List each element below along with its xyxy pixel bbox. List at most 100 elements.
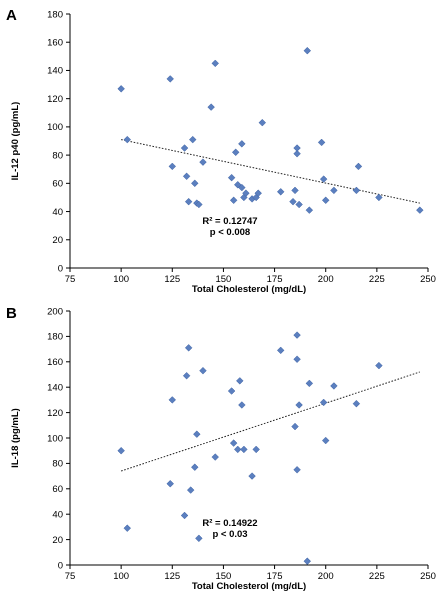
data-point: [319, 175, 328, 183]
y-tick-label: 120: [47, 408, 63, 419]
data-point: [295, 200, 303, 209]
y-tick-label: 180: [47, 9, 63, 20]
data-point: [354, 162, 363, 171]
data-point: [207, 103, 215, 111]
data-point: [293, 331, 301, 339]
data-point: [123, 524, 132, 532]
x-tick-label: 100: [113, 274, 129, 285]
data-point: [276, 188, 285, 196]
data-point: [305, 206, 314, 214]
data-point: [231, 148, 240, 157]
x-tick-label: 250: [420, 274, 436, 285]
data-point: [168, 162, 177, 171]
data-point: [293, 355, 301, 364]
data-point: [303, 46, 312, 55]
data-point: [195, 200, 203, 209]
r-squared-label: R² = 0.12747: [202, 216, 257, 227]
data-point: [195, 534, 203, 543]
data-point: [238, 401, 246, 409]
y-tick-label: 140: [47, 383, 63, 394]
data-point: [291, 186, 299, 195]
x-tick-label: 200: [318, 571, 334, 582]
x-tick-label: 200: [318, 274, 334, 285]
x-tick-label: 225: [369, 274, 385, 285]
data-point: [168, 396, 177, 404]
data-point: [276, 346, 285, 355]
data-point: [182, 372, 191, 380]
data-point: [184, 344, 193, 352]
panel-letter: A: [6, 7, 17, 24]
data-point: [319, 398, 328, 407]
y-axis-title: IL-12 p40 (pg/mL): [10, 102, 21, 181]
p-value-label: p < 0.03: [212, 529, 247, 540]
y-tick-label: 20: [52, 535, 63, 546]
data-point: [295, 401, 303, 409]
data-point: [166, 75, 174, 83]
data-point: [180, 144, 189, 152]
data-point: [184, 197, 193, 206]
x-axis-title: Total Cholesterol (mg/dL): [192, 284, 306, 295]
y-tick-label: 80: [52, 150, 63, 161]
x-tick-label: 225: [369, 571, 385, 582]
y-tick-label: 40: [52, 207, 63, 218]
data-point: [236, 377, 244, 385]
data-point: [303, 557, 312, 565]
data-point: [240, 445, 248, 454]
data-point: [199, 366, 207, 375]
data-point: [352, 186, 361, 195]
data-point: [248, 472, 256, 480]
data-point: [166, 479, 174, 488]
y-tick-label: 0: [58, 263, 63, 274]
y-tick-label: 0: [58, 560, 63, 571]
data-point: [229, 196, 238, 205]
x-tick-label: 175: [267, 571, 283, 582]
x-tick-label: 75: [65, 274, 76, 285]
y-tick-label: 180: [47, 332, 63, 343]
data-point: [233, 180, 242, 189]
y-tick-label: 160: [47, 38, 63, 49]
data-point: [191, 179, 199, 188]
data-point: [254, 189, 262, 197]
data-point: [321, 196, 330, 205]
x-axis-title: Total Cholesterol (mg/dL): [192, 581, 306, 592]
y-tick-label: 200: [47, 306, 63, 317]
data-point: [199, 158, 207, 166]
data-point: [330, 382, 338, 390]
data-point: [123, 135, 132, 144]
y-tick-label: 60: [52, 179, 63, 190]
x-tick-label: 100: [113, 571, 129, 582]
data-point: [180, 511, 189, 520]
data-point: [238, 140, 246, 148]
data-point: [229, 439, 238, 447]
data-point: [330, 186, 338, 195]
data-point: [258, 118, 267, 127]
data-point: [238, 183, 246, 192]
data-point: [193, 430, 201, 438]
y-tick-label: 20: [52, 235, 63, 246]
data-point: [289, 197, 297, 206]
data-point: [227, 387, 236, 395]
data-point: [317, 138, 326, 147]
y-axis-title: IL-18 (pg/mL): [10, 408, 21, 468]
x-tick-label: 150: [215, 571, 231, 582]
data-point: [291, 422, 299, 431]
data-point: [252, 445, 260, 454]
y-tick-label: 80: [52, 459, 63, 470]
data-point: [211, 453, 219, 461]
data-point: [293, 144, 301, 152]
data-point: [293, 149, 301, 158]
x-tick-label: 125: [164, 571, 180, 582]
data-point: [191, 463, 199, 471]
y-tick-label: 60: [52, 484, 63, 495]
data-point: [375, 193, 383, 202]
x-tick-label: 150: [215, 274, 231, 285]
y-tick-label: 40: [52, 510, 63, 521]
data-point: [186, 486, 195, 494]
r-squared-label: R² = 0.14922: [202, 518, 257, 529]
data-point: [117, 85, 125, 93]
x-tick-label: 125: [164, 274, 180, 285]
data-point: [375, 361, 383, 370]
data-point: [227, 173, 236, 182]
trendline: [121, 139, 420, 204]
